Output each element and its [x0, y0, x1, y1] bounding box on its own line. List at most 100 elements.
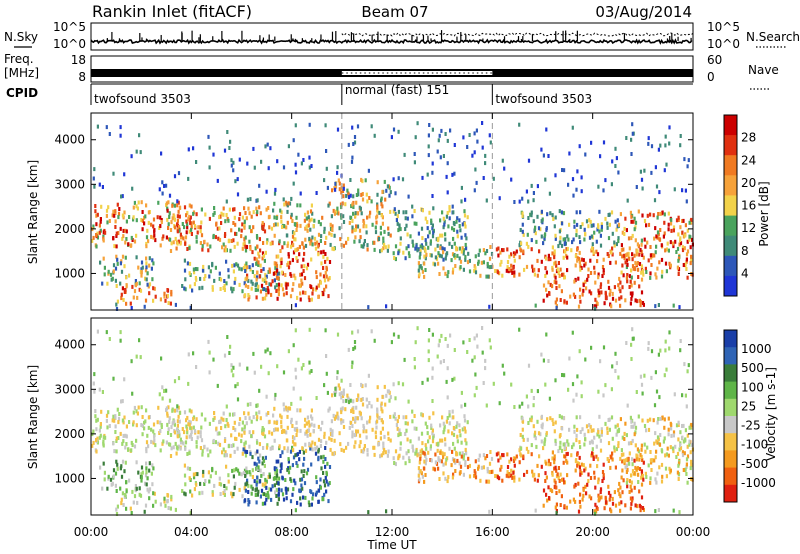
power-cell	[92, 176, 95, 181]
power-cell	[580, 189, 583, 194]
power-cell	[445, 174, 448, 179]
power-cell	[690, 217, 693, 222]
velocity-cell	[123, 377, 126, 382]
velocity-cell	[254, 488, 257, 493]
velocity-cell	[667, 432, 670, 437]
velocity-cell	[296, 500, 299, 505]
velocity-cell	[513, 478, 516, 483]
velocity-cell	[674, 444, 677, 449]
velocity-cell	[442, 430, 445, 435]
velocity-cell	[486, 469, 489, 474]
power-cell	[255, 282, 258, 287]
velocity-cell	[211, 490, 214, 495]
power-cell	[173, 203, 176, 208]
power-cell	[607, 236, 611, 241]
power-cell	[522, 232, 525, 237]
power-cell	[284, 200, 288, 205]
power-cell	[263, 229, 267, 234]
velocity-cell	[350, 421, 353, 425]
power-cell	[630, 283, 633, 288]
velocity-cell	[166, 413, 169, 418]
velocity-cell	[554, 378, 557, 383]
velocity-cell	[597, 477, 600, 482]
velocity-cell	[132, 500, 135, 505]
power-cell	[394, 211, 397, 216]
velocity-cell	[643, 442, 646, 447]
velocity-cell	[479, 478, 482, 483]
velocity-cell	[381, 394, 384, 399]
velocity-cell	[630, 424, 633, 429]
power-cell	[376, 192, 379, 197]
power-cell	[245, 216, 248, 221]
velocity-cell	[446, 395, 449, 400]
velocity-cell	[350, 364, 354, 369]
power-cell	[465, 236, 468, 241]
power-cell	[553, 255, 556, 260]
power-cell	[686, 164, 689, 169]
velocity-cell	[150, 427, 153, 432]
velocity-cell	[219, 492, 222, 496]
power-cell	[657, 303, 660, 307]
power-cell	[349, 178, 352, 182]
velocity-cell	[291, 463, 294, 468]
power-cell	[351, 219, 354, 223]
power-cell	[200, 207, 203, 212]
velocity-cell	[587, 479, 590, 483]
power-cell	[575, 187, 578, 192]
power-cell	[322, 254, 325, 259]
power-cell	[511, 270, 514, 275]
velocity-cell	[136, 500, 139, 505]
velocity-cell	[309, 432, 312, 437]
power-cell	[636, 242, 639, 247]
power-cell	[309, 209, 313, 214]
power-cell	[91, 238, 94, 243]
velocity-cell	[340, 420, 343, 425]
velocity-cell	[218, 481, 221, 486]
velocity-cell	[144, 419, 147, 424]
velocity-cell	[292, 448, 295, 453]
power-cell	[597, 184, 600, 189]
velocity-cell	[527, 449, 530, 454]
velocity-cell	[376, 419, 379, 424]
velocity-cell	[120, 474, 124, 479]
power-cell	[379, 231, 382, 236]
velocity-cell	[95, 438, 98, 442]
velocity-cell	[178, 433, 181, 438]
power-cell	[458, 256, 461, 261]
velocity-cell	[290, 417, 293, 422]
power-cell	[450, 258, 453, 263]
velocity-cell	[376, 414, 379, 419]
power-cell	[102, 230, 105, 235]
power-cell	[247, 293, 250, 297]
velocity-cell	[425, 457, 428, 462]
power-cell	[233, 207, 236, 212]
velocity-cell	[138, 492, 141, 497]
power-cell	[218, 237, 222, 242]
power-cell	[563, 299, 566, 304]
velocity-cell	[463, 418, 467, 423]
power-cell	[138, 133, 141, 138]
velocity-cell	[355, 398, 358, 402]
velocity-cell	[689, 450, 692, 455]
power-cell	[604, 290, 607, 295]
power-cell	[299, 291, 302, 296]
power-cell	[214, 235, 217, 240]
power-cell	[440, 128, 443, 133]
power-cell	[375, 220, 378, 225]
velocity-cell	[465, 441, 468, 446]
freq-tick-min: 8	[78, 70, 86, 84]
power-cell	[562, 211, 565, 216]
velocity-cell	[631, 457, 634, 462]
velocity-cell	[432, 466, 435, 471]
velocity-cell	[153, 434, 156, 439]
power-cell	[115, 307, 119, 311]
velocity-cell	[396, 419, 399, 424]
power-cell	[681, 230, 684, 235]
velocity-cell	[430, 458, 433, 463]
velocity-cell	[682, 439, 685, 444]
velocity-cell	[223, 353, 227, 358]
power-cell	[633, 253, 636, 258]
velocity-cell	[498, 401, 501, 406]
velocity-cell	[261, 461, 264, 466]
velocity-cell	[195, 417, 198, 422]
